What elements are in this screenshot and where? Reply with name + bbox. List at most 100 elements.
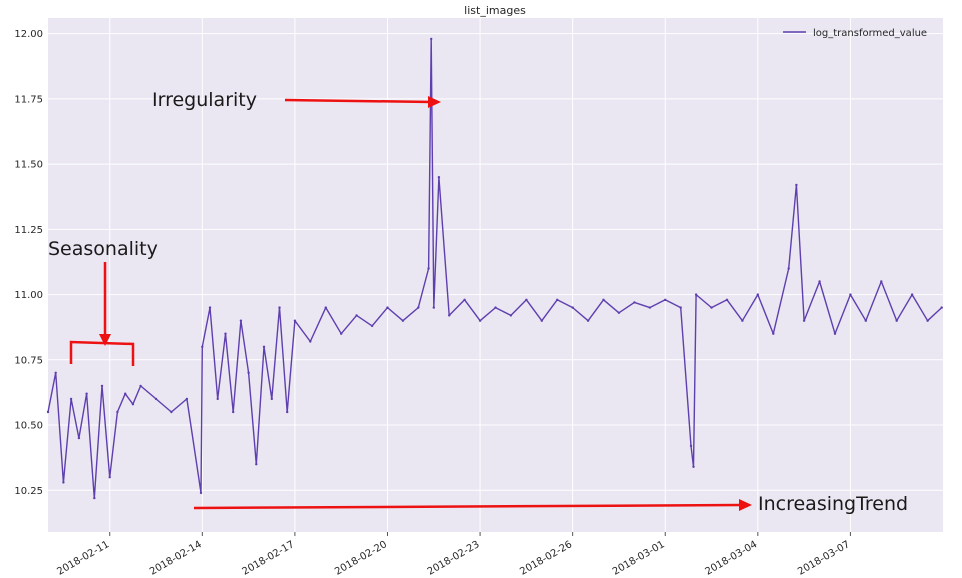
data-point [818,280,821,283]
data-point [69,397,73,401]
annotation-irregularity-arrow [284,98,433,104]
data-point [324,306,327,309]
series-line [47,38,943,499]
data-point [571,306,574,309]
data-point [154,397,158,401]
annotation-irregularity-arrowhead [428,96,441,108]
data-point [430,37,433,41]
grid [48,18,943,532]
data-point [239,319,243,322]
y-tick-label: 10.50 [14,421,43,432]
annotation-irregularity-label: Irregularity [152,89,257,111]
data-point [100,384,104,388]
data-point [437,176,441,179]
data-point [540,319,543,322]
data-point [124,392,127,395]
y-tick-label: 11.00 [14,290,43,301]
data-point [689,444,693,448]
data-point [880,280,883,283]
data-point [247,371,250,374]
data-point [525,298,528,301]
y-tick-label: 12.00 [14,29,43,40]
data-point [478,319,482,322]
y-tick-label: 10.25 [14,486,43,497]
data-point [108,476,111,479]
plot-area [48,18,943,532]
data-point [756,293,759,296]
annotation-trend: IncreasingTrend [193,493,908,515]
annotation-seasonality-arrowhead [99,334,111,346]
y-tick-label: 10.75 [14,355,43,366]
data-point [309,340,312,343]
data-point [432,306,435,309]
data-point [386,306,389,309]
data-point [255,463,258,466]
data-point [725,298,729,301]
data-point [910,293,914,296]
data-point [694,293,698,296]
data-point [940,306,943,309]
data-point [401,319,405,322]
data-point [787,267,790,270]
data-point [849,293,852,296]
data-point [586,319,590,322]
data-point [448,314,451,317]
data-point [895,319,898,322]
data-point [62,481,65,484]
data-point [417,306,420,309]
data-point [494,306,497,309]
data-point [633,301,636,304]
data-point [262,345,266,348]
data-point [208,306,212,309]
data-point [833,332,837,335]
annotation-seasonality-label: Seasonality [48,238,158,260]
data-point [427,267,430,270]
data-point [741,319,744,322]
data-point [201,345,204,348]
data-point [278,306,281,309]
data-point [85,392,88,395]
data-point [355,314,358,317]
data-point [232,410,235,414]
annotation-irregularity: Irregularity [152,89,441,111]
data-point [648,306,651,309]
data-point [710,306,713,309]
data-point [93,496,96,500]
chart-title: list_images [464,4,526,17]
data-point [664,298,667,301]
legend: log_transformed_value [783,28,927,39]
annotation-seasonality-bracket [69,340,135,366]
data-point [270,397,273,401]
data-point [556,298,559,301]
data-point [131,403,135,406]
y-tick-label: 11.75 [14,94,43,105]
data-point [116,410,119,414]
annotation-seasonality: Seasonality [48,238,158,366]
data-point [286,410,289,414]
data-point [139,384,142,388]
series-layer [46,37,943,500]
annotation-trend-label: IncreasingTrend [758,493,908,515]
data-point [340,332,343,335]
data-point [802,319,806,322]
data-point [54,371,57,374]
annotation-trend-arrow [193,503,741,510]
y-tick-label: 11.25 [14,225,43,236]
data-point [795,183,798,187]
data-point [77,436,81,440]
data-point [926,319,929,322]
data-point [692,465,695,468]
data-point [679,306,682,309]
data-point [463,298,466,301]
data-point [170,410,173,414]
legend-label: log_transformed_value [813,28,927,39]
data-point [293,319,297,322]
data-point [602,298,605,301]
data-point [185,397,189,401]
data-point [617,311,621,314]
data-point [509,314,513,317]
data-point [370,324,374,328]
annotation-trend-arrowhead [739,499,752,511]
data-point [864,319,867,322]
